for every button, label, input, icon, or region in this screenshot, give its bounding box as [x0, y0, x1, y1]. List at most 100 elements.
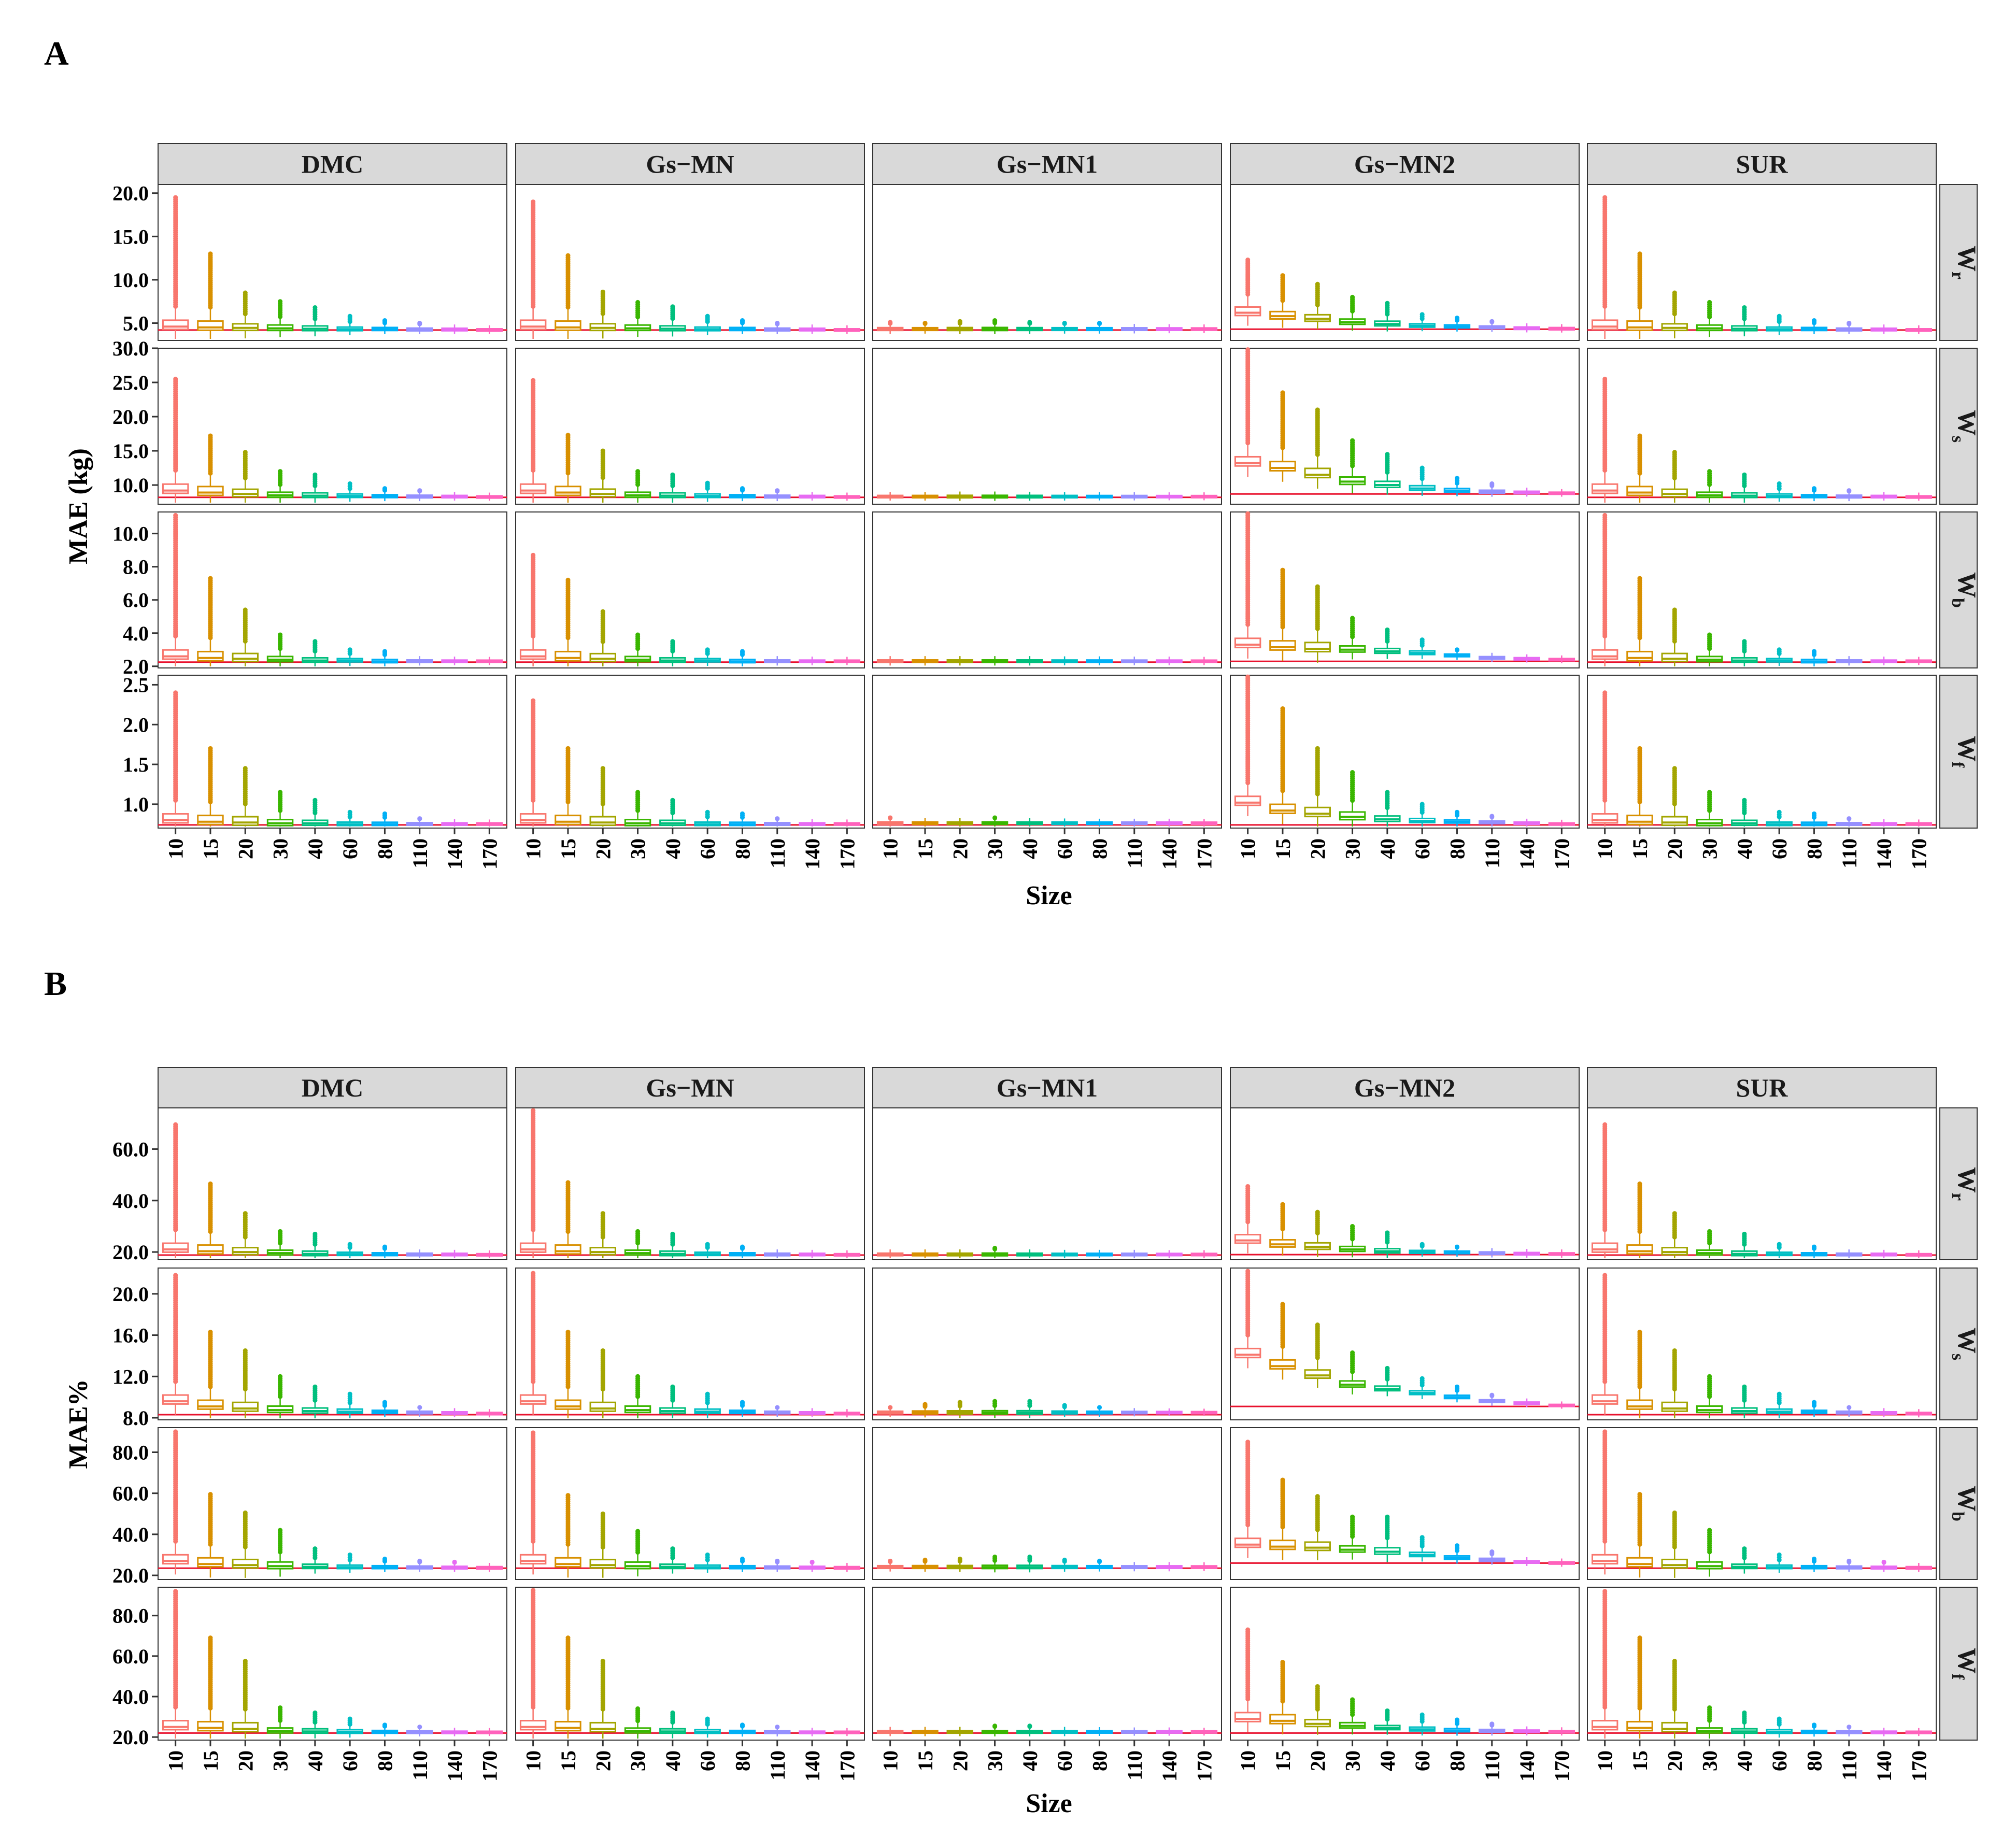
boxplot-size-20: [946, 1727, 973, 1736]
x-tick-label: 80: [1088, 1750, 1111, 1771]
boxplot-size-10: [519, 1108, 547, 1259]
boxplot-size-170: [1905, 325, 1933, 334]
boxplot-size-110: [1479, 1721, 1506, 1736]
facet-panel: [872, 1427, 1222, 1580]
boxplot-size-20: [946, 656, 973, 666]
boxplot-size-140: [441, 1559, 468, 1572]
boxplot-size-140: [1156, 1250, 1183, 1259]
box: [1661, 1401, 1688, 1412]
boxplot-size-15: [197, 1492, 224, 1578]
boxplot-size-80: [1086, 1727, 1113, 1736]
boxplot-size-20: [589, 1211, 616, 1259]
row-strip-label: Wb: [1948, 572, 1982, 608]
y-tick-label: 60.0: [112, 1645, 149, 1668]
boxplot-size-110: [764, 1725, 791, 1736]
boxplot-size-15: [1626, 1330, 1653, 1419]
boxplot-size-110: [1121, 324, 1148, 334]
box: [1626, 815, 1653, 825]
x-tick-label: 80: [1088, 838, 1111, 859]
boxplot-size-140: [799, 492, 826, 501]
boxplot-size-80: [371, 811, 399, 827]
row-strip-label: Wr: [1948, 246, 1982, 279]
box: [589, 1401, 616, 1412]
boxplot-size-140: [799, 657, 826, 665]
boxplot-size-60: [1409, 312, 1436, 332]
boxplot-size-10: [1591, 1273, 1619, 1415]
y-tick-label: 2.0: [123, 713, 149, 736]
facet-panel: [515, 675, 865, 829]
row-strip-label-sub: r: [1948, 272, 1967, 279]
boxplot-size-80: [371, 1244, 399, 1259]
box: [162, 1554, 189, 1565]
boxplot-size-60: [1409, 1376, 1436, 1399]
boxplot-size-170: [1548, 819, 1575, 827]
boxplot-size-15: [1626, 251, 1653, 339]
row-strip-3: [1939, 675, 1978, 829]
boxplot-size-40: [1731, 1546, 1758, 1574]
boxplot-size-10: [162, 376, 189, 503]
boxplot-size-170: [1190, 1408, 1218, 1416]
boxplot-size-30: [981, 815, 1009, 827]
facet-strip-2: [872, 143, 1222, 185]
box: [589, 652, 616, 663]
boxplot-size-60: [336, 314, 363, 335]
row-strip-2: [1939, 511, 1978, 668]
box: [197, 320, 224, 331]
x-tick-label: 110: [766, 1750, 789, 1781]
y-tick-label: 20.0: [112, 405, 149, 429]
x-tick-label: 60: [696, 838, 719, 859]
boxplot-size-140: [1870, 1408, 1897, 1417]
y-tick-label: 80.0: [112, 1441, 149, 1464]
boxplot-size-20: [589, 1348, 616, 1419]
boxplot-size-110: [1479, 814, 1506, 827]
boxplot-size-60: [1051, 1249, 1078, 1259]
boxplot-size-110: [1121, 818, 1148, 827]
boxplot-size-15: [555, 253, 581, 339]
boxplot-size-40: [1016, 818, 1043, 827]
boxplot-size-30: [1339, 1223, 1366, 1258]
boxplot-size-10: [519, 1588, 547, 1739]
boxplot-size-140: [1513, 818, 1540, 827]
boxplot-size-170: [1905, 657, 1933, 665]
boxplot-size-110: [764, 656, 791, 666]
facet-strip-label: Gs−MN: [646, 1073, 734, 1102]
y-tick-label: 20.0: [112, 1726, 149, 1749]
boxplot-size-15: [1626, 746, 1653, 827]
x-tick-label: 170: [835, 838, 859, 870]
boxplot-size-170: [1548, 324, 1575, 333]
row-strip-0: [1939, 184, 1978, 341]
x-tick-label: 40: [1018, 1750, 1042, 1771]
boxplot-size-30: [981, 491, 1009, 501]
x-tick-label: 170: [478, 1750, 501, 1782]
row-strip-label-sub: s: [1948, 1354, 1967, 1360]
x-tick-label: 140: [1515, 1750, 1539, 1782]
boxplot-size-20: [1661, 1510, 1688, 1578]
boxplot-size-10: [1234, 1184, 1261, 1254]
row-strip-label: Ws: [1948, 410, 1982, 443]
boxplot-size-20: [946, 319, 973, 334]
boxplot-size-80: [1086, 1405, 1113, 1417]
boxplot-size-170: [1548, 1401, 1575, 1409]
facet-panel: [1230, 675, 1580, 829]
facet-panel: [515, 1268, 865, 1420]
boxplot-size-80: [1443, 1717, 1471, 1736]
boxplot-size-110: [1836, 1558, 1863, 1572]
boxplot-size-30: [624, 1374, 651, 1419]
boxplot-size-170: [1190, 1250, 1218, 1259]
boxplot-size-80: [729, 1244, 756, 1259]
boxplot-size-40: [1731, 305, 1758, 337]
boxplot-size-170: [1548, 1249, 1575, 1258]
facet-strip-2: [872, 1067, 1222, 1108]
box: [1234, 1537, 1261, 1548]
boxplot-size-15: [1269, 390, 1296, 482]
x-tick-label: 40: [1018, 838, 1042, 859]
boxplot-size-170: [1548, 1558, 1575, 1567]
boxplot-size-170: [833, 1728, 861, 1736]
boxplot-size-60: [694, 809, 721, 827]
box: [1591, 1394, 1619, 1405]
boxplot-size-40: [1731, 798, 1758, 827]
boxplot-size-10: [876, 815, 904, 827]
box: [1626, 1557, 1653, 1568]
boxplot-size-10: [519, 552, 547, 666]
boxplot-size-15: [912, 1402, 939, 1418]
